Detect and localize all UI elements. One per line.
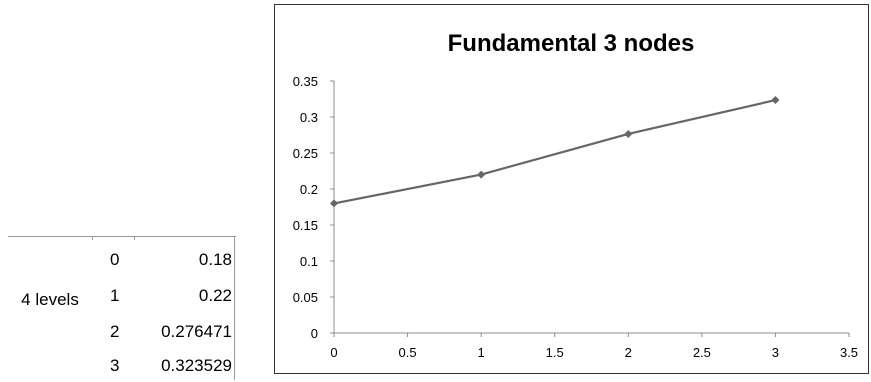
x-tick-label: 3.5 — [840, 345, 858, 360]
data-table: 4 levels 0 0.18 1 0.22 2 0.276471 3 0.32… — [8, 236, 236, 380]
row-value: 0.276471 — [161, 322, 232, 341]
x-tick-label: 1.5 — [546, 345, 564, 360]
table-top-border — [8, 236, 236, 237]
chart-series — [330, 96, 780, 208]
x-tick-label: 0.5 — [399, 345, 417, 360]
x-tick-label: 2.5 — [693, 345, 711, 360]
row-index: 2 — [110, 322, 120, 341]
data-point-marker — [771, 96, 780, 105]
series-line — [333, 99, 776, 205]
row-index: 0 — [110, 250, 120, 269]
y-tick-label: 0.35 — [293, 74, 318, 89]
y-tick-label: 0.2 — [300, 182, 318, 197]
y-tick-label: 0.1 — [300, 254, 318, 269]
y-tick-label: 0.3 — [300, 110, 318, 125]
table-row: 1 0.22 — [92, 276, 234, 312]
level-group-label: 4 levels — [21, 290, 79, 309]
table-divider — [134, 236, 135, 240]
row-value: 0.18 — [198, 250, 232, 269]
table-right-border — [234, 236, 235, 380]
line-chart: Fundamental 3 nodes 00.050.10.150.20.250… — [293, 30, 858, 360]
data-point-marker — [624, 129, 633, 138]
chart-axes: 0 0.05 0.1 0.15 0.2 0.25 0.3 0.35 0 0.5 1 1.5 2 2.5 3 3… — [293, 74, 858, 360]
x-tick-label: 0 — [330, 345, 337, 360]
x-tick-label: 2 — [625, 345, 632, 360]
y-tick-label: 0.25 — [293, 146, 318, 161]
row-index: 1 — [110, 286, 120, 305]
x-tick-label: 1 — [478, 345, 485, 360]
table-row: 3 0.323529 — [92, 346, 234, 382]
data-point-marker — [330, 199, 338, 208]
table-row: 0 0.18 — [92, 240, 234, 276]
data-point-marker — [477, 170, 486, 179]
row-index: 3 — [110, 356, 120, 375]
row-value: 0.323529 — [161, 356, 232, 375]
y-tick-label: 0.15 — [293, 218, 318, 233]
table-divider — [92, 236, 93, 240]
x-tick-label: 3 — [772, 345, 779, 360]
y-tick-label: 0.05 — [293, 290, 318, 305]
chart-title: Fundamental 3 nodes — [448, 30, 695, 57]
chart-area: Fundamental 3 nodes 0 0.05 0.1 0.15 0.2 0.25 0… — [274, 4, 869, 374]
table-row: 2 0.276471 — [92, 312, 234, 348]
y-tick-label: 0 — [311, 326, 318, 341]
row-value: 0.22 — [198, 286, 232, 305]
